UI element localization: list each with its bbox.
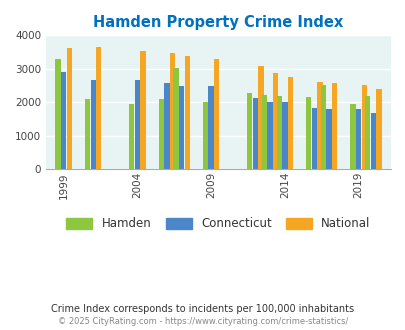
Bar <box>331 83 337 169</box>
Bar <box>208 86 213 169</box>
Bar <box>375 89 381 169</box>
Bar <box>85 99 90 169</box>
Bar <box>213 59 219 169</box>
Bar <box>326 109 331 169</box>
Bar <box>55 59 61 169</box>
Bar <box>158 99 164 169</box>
Bar <box>258 66 263 169</box>
Bar <box>179 86 184 169</box>
Bar <box>267 102 272 169</box>
Bar <box>134 80 140 169</box>
Bar <box>276 96 281 169</box>
Bar <box>370 113 375 169</box>
Bar <box>202 102 208 169</box>
Bar <box>287 77 292 169</box>
Bar <box>305 97 311 169</box>
Bar <box>355 109 360 169</box>
Bar <box>169 53 175 169</box>
Bar <box>261 95 266 169</box>
Bar <box>96 48 101 169</box>
Title: Hamden Property Crime Index: Hamden Property Crime Index <box>93 15 343 30</box>
Bar <box>129 104 134 169</box>
Bar <box>364 96 369 169</box>
Bar <box>311 108 316 169</box>
Bar <box>252 98 258 169</box>
Bar <box>273 73 278 169</box>
Bar <box>320 85 325 169</box>
Bar <box>140 51 145 169</box>
Bar <box>173 69 178 169</box>
Text: Crime Index corresponds to incidents per 100,000 inhabitants: Crime Index corresponds to incidents per… <box>51 304 354 314</box>
Bar <box>316 82 322 169</box>
Bar <box>66 48 72 169</box>
Text: © 2025 CityRating.com - https://www.cityrating.com/crime-statistics/: © 2025 CityRating.com - https://www.city… <box>58 317 347 326</box>
Bar <box>61 72 66 169</box>
Bar <box>360 85 366 169</box>
Legend: Hamden, Connecticut, National: Hamden, Connecticut, National <box>62 213 375 235</box>
Bar <box>247 93 252 169</box>
Bar <box>164 83 169 169</box>
Bar <box>350 104 355 169</box>
Bar <box>281 102 287 169</box>
Bar <box>90 80 96 169</box>
Bar <box>184 56 190 169</box>
